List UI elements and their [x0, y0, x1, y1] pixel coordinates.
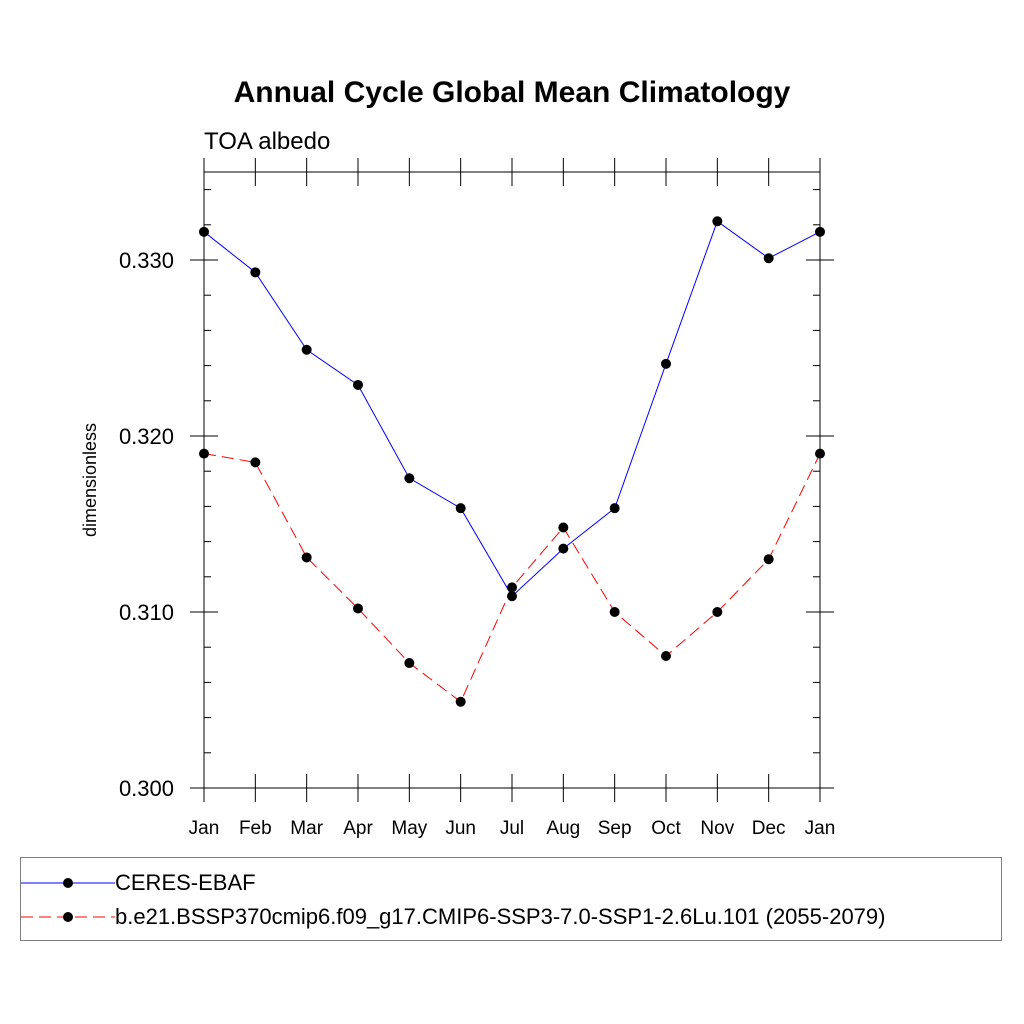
data-point	[455, 503, 466, 514]
legend-swatch-model	[21, 912, 115, 922]
x-tick-label: Oct	[651, 818, 681, 839]
data-point	[404, 473, 415, 484]
x-tick-label: Feb	[239, 818, 272, 839]
data-point	[353, 603, 363, 614]
y-tick-label: 0.320	[119, 424, 174, 449]
x-tick-label: Apr	[343, 818, 373, 839]
x-tick-label: Aug	[546, 818, 580, 839]
series-line-0	[203, 220, 821, 597]
y-axis-label: dimensionless	[80, 423, 100, 537]
data-point	[609, 607, 620, 617]
legend-item-model: b.e21.BSSP370cmip6.f09_g17.CMIP6-SSP3-7.…	[21, 900, 885, 934]
series-line-1	[203, 453, 821, 703]
legend-label-ceres: CERES-EBAF	[115, 870, 256, 895]
x-tick-label: Jan	[189, 818, 220, 839]
legend-swatch-ceres	[21, 878, 115, 888]
x-tick-label: Nov	[700, 818, 734, 839]
data-point	[661, 651, 671, 661]
data-point	[763, 253, 774, 264]
x-tick-label: Dec	[752, 818, 786, 839]
data-point	[507, 582, 517, 593]
data-point	[199, 448, 209, 459]
data-point	[712, 216, 723, 227]
chart-title: Annual Cycle Global Mean Climatology	[233, 76, 791, 109]
chart-subtitle: TOA albedo	[204, 128, 331, 155]
y-tick-label: 0.310	[119, 600, 174, 625]
data-point	[763, 554, 774, 565]
x-tick-label: May	[391, 818, 427, 839]
y-tick-label: 0.300	[119, 776, 174, 801]
data-point	[815, 226, 825, 237]
data-point	[199, 226, 209, 237]
x-tick-label: Jun	[445, 818, 476, 839]
data-point	[558, 543, 569, 554]
data-point	[507, 591, 517, 602]
data-point	[301, 552, 312, 563]
legend-label-model: b.e21.BSSP370cmip6.f09_g17.CMIP6-SSP3-7.…	[115, 904, 886, 929]
legend-item-ceres: CERES-EBAF	[21, 866, 256, 900]
legend: CERES-EBAF b.e21.BSSP370cmip6.f09_g17.CM…	[20, 857, 1002, 941]
y-tick-label: 0.330	[119, 248, 174, 273]
data-point	[404, 658, 415, 669]
data-point	[250, 267, 261, 278]
data-point	[712, 607, 723, 617]
plot-frame	[203, 171, 821, 789]
data-point	[661, 358, 671, 369]
data-point	[250, 457, 261, 468]
x-tick-label: Jan	[805, 818, 836, 839]
data-point	[301, 344, 312, 355]
line-chart: Jan Feb Mar Apr May Jun Jul Aug Sep Oct Nov Dec Jan 0…	[80, 158, 836, 839]
x-tick-label: Sep	[598, 818, 632, 839]
data-point	[558, 522, 569, 533]
x-tick-label: Jul	[500, 818, 524, 839]
data-point	[455, 696, 466, 707]
data-point	[815, 448, 825, 459]
x-tick-label: Mar	[290, 818, 323, 839]
data-point	[609, 503, 620, 514]
data-point	[353, 379, 363, 390]
